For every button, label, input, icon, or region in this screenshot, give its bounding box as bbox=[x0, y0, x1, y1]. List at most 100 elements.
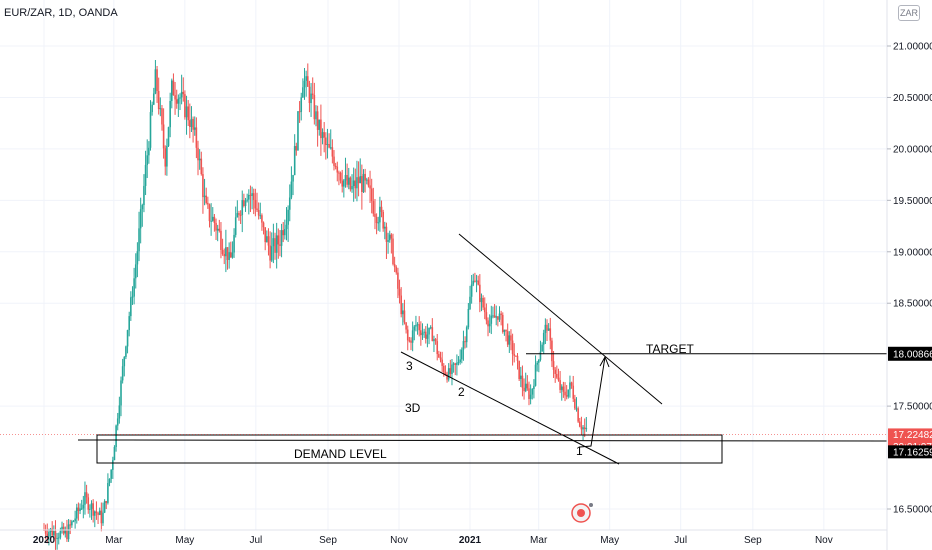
candle-body bbox=[323, 132, 325, 138]
label-3d[interactable]: 3D bbox=[405, 401, 421, 415]
candle-body bbox=[136, 251, 139, 265]
candle-body bbox=[287, 209, 289, 225]
candle-body bbox=[505, 329, 507, 332]
candle-body bbox=[382, 211, 384, 229]
wave-2-label[interactable]: 2 bbox=[458, 385, 465, 399]
time-tick-label: Mar bbox=[530, 535, 548, 546]
candle-body bbox=[336, 166, 339, 173]
candle-body bbox=[539, 351, 542, 360]
candle-body bbox=[533, 385, 535, 390]
candle-body bbox=[487, 320, 489, 327]
time-tick-label: 2020 bbox=[33, 535, 56, 546]
time-tick-label: Sep bbox=[744, 535, 762, 546]
candle-body bbox=[152, 93, 155, 105]
candle-body bbox=[351, 185, 353, 190]
candle-body bbox=[244, 200, 247, 206]
candle-body bbox=[449, 368, 452, 374]
candle-body bbox=[395, 267, 398, 273]
candle-body bbox=[57, 537, 60, 539]
candle-body bbox=[582, 427, 584, 430]
candle-body bbox=[493, 315, 496, 318]
drawing-layer bbox=[77, 233, 888, 465]
candle-body bbox=[349, 177, 352, 190]
candle-body bbox=[225, 247, 227, 257]
candle-body bbox=[100, 510, 103, 524]
symbol-title: EUR/ZAR, 1D, OANDA bbox=[4, 7, 118, 19]
candle-body bbox=[315, 111, 317, 120]
candle-body bbox=[518, 360, 520, 380]
candle-body bbox=[339, 172, 342, 181]
candle-body bbox=[562, 386, 565, 392]
candle-body bbox=[103, 501, 106, 513]
candle-body bbox=[48, 532, 50, 537]
candle-body bbox=[239, 214, 242, 216]
candle-body bbox=[529, 394, 532, 399]
candle-body bbox=[457, 362, 460, 364]
candle-body bbox=[482, 297, 484, 308]
candle-body bbox=[305, 76, 307, 81]
target-label[interactable]: TARGET bbox=[646, 342, 694, 356]
candle-body bbox=[303, 80, 306, 88]
price-axis[interactable]: 21.00000 20.50000 20.00000 19.50000 19.00000… bbox=[887, 42, 932, 516]
candle-body bbox=[559, 380, 561, 390]
candle-body bbox=[570, 382, 573, 386]
candle-body bbox=[346, 175, 348, 185]
demand-price-text: 17.16259 bbox=[893, 447, 932, 458]
candle-body bbox=[364, 173, 366, 181]
candle-body bbox=[259, 215, 262, 217]
candle-body bbox=[203, 195, 206, 198]
arrow-head-icon bbox=[599, 355, 610, 368]
candle-body bbox=[331, 147, 334, 157]
candle-body bbox=[125, 346, 127, 357]
candle-body bbox=[497, 316, 499, 320]
time-axis[interactable]: 2020 Mar May Jul Sep Nov 2021 Mar May Jul Sep Nov bbox=[33, 535, 833, 546]
candle-body bbox=[479, 284, 481, 303]
wave-1-label[interactable]: 1 bbox=[576, 444, 583, 458]
candle-body bbox=[211, 216, 214, 221]
candle-body bbox=[438, 354, 440, 358]
tradingview-logo-icon[interactable] bbox=[571, 503, 593, 523]
candle-body bbox=[131, 296, 134, 298]
candle-body bbox=[488, 323, 491, 327]
candle-body bbox=[421, 332, 424, 336]
candle-body bbox=[557, 377, 560, 381]
candle-body bbox=[433, 339, 435, 342]
candle-body bbox=[98, 510, 101, 515]
candle-body bbox=[82, 504, 85, 509]
candle-body bbox=[560, 386, 563, 390]
candle-body bbox=[107, 483, 109, 503]
candle-body bbox=[267, 236, 270, 246]
price-tick-label: 17.50000 bbox=[893, 402, 932, 413]
candle-body bbox=[534, 364, 537, 386]
candle-body bbox=[578, 421, 581, 427]
candle-body bbox=[298, 111, 301, 113]
time-tick-label: Jul bbox=[249, 535, 262, 546]
candle-body bbox=[390, 234, 393, 239]
wave-3-label[interactable]: 3 bbox=[406, 359, 413, 373]
time-tick-label: Nov bbox=[815, 535, 833, 546]
candle-body bbox=[182, 91, 185, 95]
demand-line bbox=[77, 439, 888, 442]
candle-body bbox=[542, 332, 545, 345]
candle-body bbox=[213, 216, 216, 223]
candle-body bbox=[290, 181, 293, 198]
candle-body bbox=[541, 344, 543, 352]
candle-body bbox=[546, 324, 548, 331]
candle-body bbox=[552, 361, 555, 370]
demand-level-label[interactable]: DEMAND LEVEL bbox=[294, 447, 387, 461]
candle-body bbox=[501, 314, 504, 332]
candle-body bbox=[46, 533, 49, 537]
candle-body bbox=[139, 209, 142, 229]
candle-body bbox=[498, 313, 501, 320]
candle-body bbox=[521, 375, 524, 388]
candle-body bbox=[202, 174, 204, 198]
candle-body bbox=[523, 387, 525, 392]
currency-button[interactable]: ZAR bbox=[898, 5, 920, 21]
candle-body bbox=[547, 328, 550, 331]
candle-body bbox=[384, 226, 386, 229]
time-tick-label: Mar bbox=[105, 535, 123, 546]
candle-body bbox=[300, 97, 303, 112]
candle-body bbox=[362, 173, 365, 192]
candle-body bbox=[377, 222, 380, 224]
